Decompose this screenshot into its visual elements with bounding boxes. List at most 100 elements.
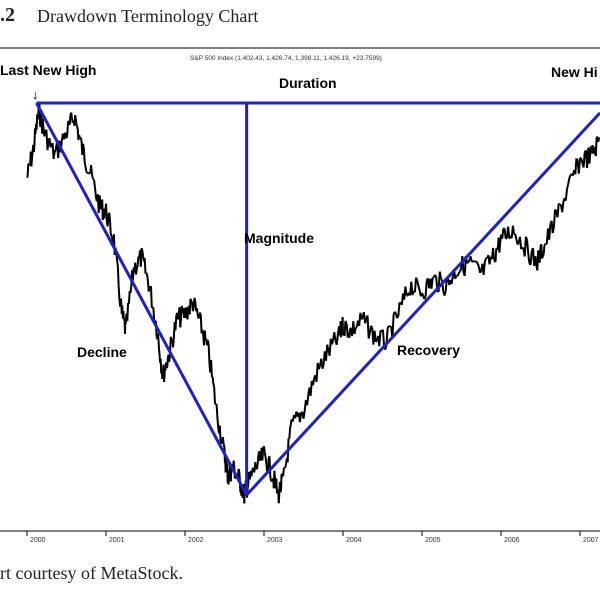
price-segment [434, 274, 438, 278]
price-segment [415, 277, 419, 282]
price-segment [75, 125, 79, 129]
price-segment [150, 286, 153, 308]
price-segment [189, 298, 193, 302]
price-segment [264, 457, 268, 465]
price-segment [482, 261, 486, 275]
price-segment [370, 325, 374, 328]
price-segment [218, 425, 222, 443]
price-segment [326, 344, 330, 351]
price-segment [298, 412, 303, 423]
price-segment [474, 260, 478, 263]
price-segment [86, 171, 89, 175]
price-segment [575, 158, 579, 162]
price-segment [511, 225, 515, 235]
price-segment [524, 236, 529, 241]
price-segment [567, 178, 571, 185]
price-segment [430, 277, 434, 289]
price-segment [197, 316, 201, 320]
price-segment [199, 312, 202, 316]
price-segment [552, 209, 557, 228]
price-segment [66, 121, 70, 135]
price-segment [551, 226, 555, 234]
price-segment [561, 201, 565, 213]
x-tick-label: 2001 [109, 537, 125, 544]
price-segment [103, 212, 106, 219]
price-segment [140, 247, 144, 251]
price-segment [42, 126, 45, 132]
price-segment [256, 454, 260, 465]
price-segment [83, 162, 87, 167]
price-segment [521, 246, 525, 250]
price-segment [213, 387, 216, 404]
price-segment [110, 235, 114, 239]
price-segment [591, 145, 595, 154]
x-tick-label: 2007 [583, 537, 599, 544]
price-segment [93, 179, 96, 188]
price-segment [373, 330, 377, 343]
price-segment [129, 285, 133, 294]
price-segment [381, 329, 386, 347]
price-segment [156, 333, 160, 340]
price-segment [46, 140, 50, 151]
price-segment [438, 271, 442, 280]
price-segment [276, 489, 279, 492]
price-segment [273, 470, 277, 480]
price-segment [306, 395, 310, 406]
price-segment [106, 215, 110, 227]
price-segment [344, 320, 348, 324]
price-segment [30, 157, 34, 167]
price-segment [279, 490, 282, 493]
price-segment [174, 315, 178, 331]
price-segment [397, 302, 401, 317]
price-segment [32, 145, 36, 152]
price-segment [424, 280, 428, 297]
price-segment [479, 270, 483, 274]
price-segment [348, 328, 352, 338]
price-segment [391, 314, 395, 339]
price-segment [505, 237, 508, 240]
price-segment [141, 250, 145, 257]
price-segment [514, 233, 518, 240]
price-segment [261, 447, 265, 461]
price-segment [215, 404, 219, 418]
price-segment [461, 256, 465, 273]
price-segment [168, 354, 171, 363]
price-segment [541, 253, 545, 257]
chart-credit: rt courtesy of MetaStock. [0, 563, 183, 583]
price-segment [537, 249, 540, 253]
price-segment [538, 246, 542, 263]
price-segment [548, 224, 552, 240]
price-segment [201, 329, 205, 335]
price-segment [321, 364, 325, 369]
decline-label: Decline [77, 344, 127, 360]
price-segment [378, 330, 382, 347]
price-segment [404, 286, 408, 296]
price-segment [105, 203, 108, 222]
price-segment [393, 311, 397, 315]
price-segment [158, 348, 161, 356]
price-segment [222, 444, 226, 448]
price-segment [467, 259, 471, 263]
x-axis-ticks: 2000 2001 2002 2003 2004 2005 2006 2007 [26, 531, 599, 544]
price-segment [108, 212, 111, 219]
price-segment [367, 332, 371, 339]
price-segment [472, 260, 475, 263]
price-segment [117, 285, 121, 300]
price-segment [186, 311, 190, 320]
price-segment [457, 270, 461, 274]
price-segment [503, 228, 507, 239]
price-segment [232, 460, 236, 468]
price-segment [85, 170, 88, 174]
price-segment [126, 302, 130, 322]
price-segment [116, 260, 119, 267]
price-segment [536, 250, 540, 271]
price-segment [74, 115, 77, 122]
price-segment [65, 134, 69, 139]
price-segment [75, 120, 78, 126]
price-segment [135, 268, 138, 275]
price-segment [471, 260, 474, 263]
price-segment [136, 256, 140, 266]
price-segment [191, 306, 195, 312]
price-segment [263, 446, 266, 453]
price-segment [364, 318, 368, 324]
